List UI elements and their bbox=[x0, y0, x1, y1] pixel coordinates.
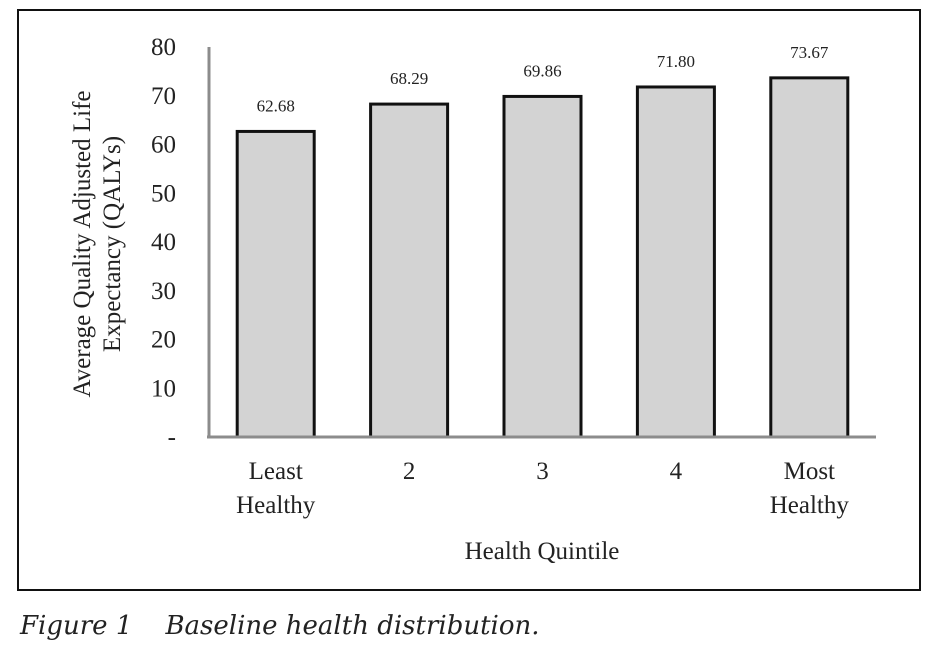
bar-value-label: 69.86 bbox=[523, 61, 561, 80]
y-tick-label: 70 bbox=[151, 83, 176, 110]
x-category-label: Most bbox=[784, 458, 835, 485]
value-labels: 62.68 68.29 69.86 71.80 73.67 bbox=[257, 43, 829, 116]
y-tick-label: 50 bbox=[151, 180, 176, 207]
x-axis-title: Health Quintile bbox=[465, 538, 620, 565]
bar bbox=[769, 76, 850, 439]
x-category-label: 2 bbox=[403, 458, 416, 485]
bar bbox=[502, 94, 583, 439]
bar-value-label: 73.67 bbox=[790, 43, 829, 62]
bar bbox=[235, 129, 316, 439]
y-tick-label: 40 bbox=[151, 229, 176, 256]
y-tick-label: 20 bbox=[151, 327, 176, 354]
x-category-label: 4 bbox=[670, 458, 683, 485]
x-category-label: Least bbox=[249, 458, 303, 485]
x-category-label: Healthy bbox=[770, 492, 850, 519]
x-category-label: 3 bbox=[536, 458, 549, 485]
bar-value-label: 62.68 bbox=[257, 96, 295, 115]
figure-caption: Figure 1 Baseline health distribution. bbox=[20, 611, 540, 641]
bar-value-label: 71.80 bbox=[657, 52, 695, 71]
figure-caption-text: Baseline health distribution. bbox=[165, 611, 540, 641]
figure-caption-label: Figure 1 bbox=[20, 611, 133, 641]
y-tick-label: - bbox=[168, 424, 176, 451]
y-axis-title-line-1: Average Quality Adjusted Life bbox=[69, 90, 96, 397]
y-tick-label: 60 bbox=[151, 132, 176, 159]
bar-value-label: 68.29 bbox=[390, 69, 428, 88]
bars bbox=[235, 76, 850, 439]
x-category-label: Healthy bbox=[236, 492, 316, 519]
y-tick-label: 30 bbox=[151, 278, 176, 305]
y-axis-title-line-2: Expectancy (QALYs) bbox=[99, 136, 126, 352]
y-axis-ticks: - 10 20 30 40 50 60 70 80 bbox=[151, 34, 176, 451]
bar bbox=[635, 85, 716, 439]
y-tick-label: 10 bbox=[151, 375, 176, 402]
y-tick-label: 80 bbox=[151, 34, 176, 61]
y-axis-title: Average Quality Adjusted Life Expectancy… bbox=[69, 90, 126, 397]
bar bbox=[369, 102, 450, 439]
x-axis-category-labels: Least Healthy 2 3 4 Most Healthy bbox=[236, 458, 849, 519]
